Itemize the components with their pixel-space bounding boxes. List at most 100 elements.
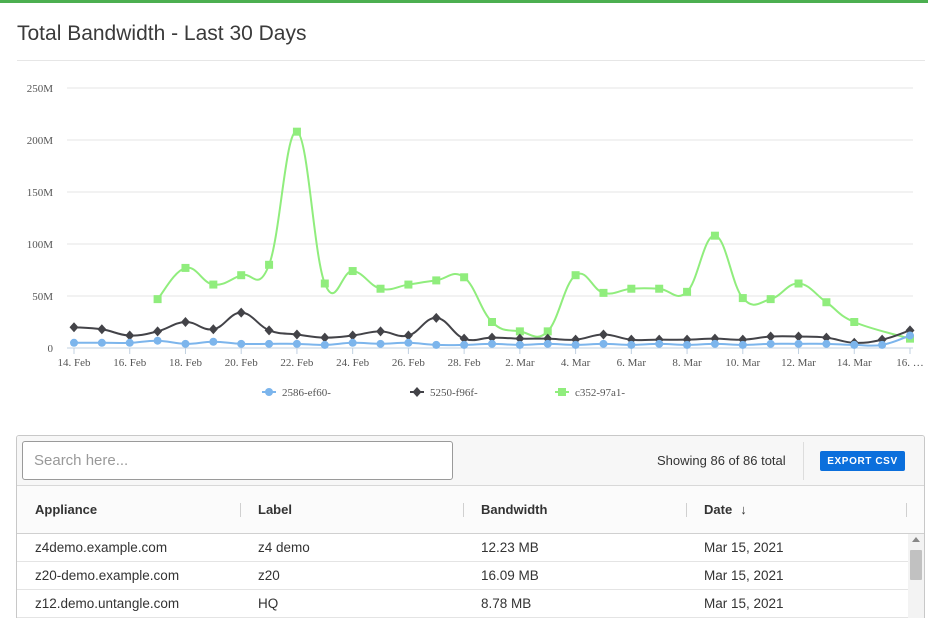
data-point-circle (488, 339, 496, 348)
data-point-square (292, 127, 301, 136)
cell-bandwidth: 8.78 MB (481, 596, 532, 611)
data-point-circle (683, 340, 692, 349)
x-tick-label: 16. … (896, 357, 924, 369)
export-csv-button[interactable]: EXPORT CSV (820, 451, 905, 471)
title-divider (17, 60, 925, 61)
table-row[interactable]: z20-demo.example.com z20 16.09 MB Mar 15… (17, 562, 908, 590)
data-point-circle (404, 338, 413, 347)
legend-marker-icon (412, 387, 422, 397)
data-point-circle (97, 338, 106, 347)
table-toolbar: Showing 86 of 86 total EXPORT CSV (17, 436, 924, 486)
data-point-square (683, 287, 692, 296)
scroll-up-arrow-icon[interactable] (912, 537, 920, 542)
cell-bandwidth: 16.09 MB (481, 568, 539, 583)
bandwidth-table-panel: Showing 86 of 86 total EXPORT CSV Applia… (16, 435, 925, 618)
data-point-square (738, 294, 747, 303)
cell-label: z4 demo (258, 540, 310, 555)
column-header-date[interactable]: Date ↓ (704, 502, 747, 517)
cell-date: Mar 15, 2021 (704, 540, 784, 555)
legend-item[interactable]: c352-97a1- (555, 387, 625, 399)
data-point-circle (710, 339, 719, 348)
data-point-diamond (766, 331, 776, 342)
data-point-square (599, 288, 608, 297)
data-point-circle (738, 340, 747, 349)
data-point-diamond (403, 330, 413, 341)
data-point-square (488, 318, 496, 326)
data-point-circle (125, 338, 134, 347)
data-point-circle (906, 331, 914, 340)
x-tick-label: 24. Feb (336, 357, 370, 369)
data-point-circle (348, 338, 357, 347)
x-tick-label: 14. Mar (837, 357, 872, 369)
showing-count: Showing 86 of 86 total (657, 453, 786, 468)
column-header-bandwidth[interactable]: Bandwidth (481, 502, 547, 517)
data-point-diamond (376, 326, 386, 337)
y-tick-label: 0 (48, 343, 54, 355)
cell-bandwidth: 12.23 MB (481, 540, 539, 555)
legend-item[interactable]: 2586-ef60- (262, 387, 331, 399)
toolbar-divider (803, 442, 804, 480)
x-tick-label: 12. Mar (781, 357, 816, 369)
data-point-circle (515, 340, 524, 349)
column-header-label-col[interactable]: Label (258, 502, 292, 517)
x-tick-label: 8. Mar (672, 357, 702, 369)
column-divider[interactable] (906, 503, 907, 517)
x-tick-label: 4. Mar (561, 357, 591, 369)
column-divider[interactable] (463, 503, 464, 517)
data-point-circle (181, 339, 190, 348)
data-point-circle (376, 339, 385, 348)
data-point-circle (432, 340, 441, 349)
sort-descending-icon: ↓ (740, 502, 747, 517)
data-point-square (237, 271, 246, 280)
data-point-circle (794, 339, 803, 348)
table-row[interactable]: z12.demo.untangle.com HQ 8.78 MB Mar 15,… (17, 590, 908, 618)
page-title: Total Bandwidth - Last 30 Days (17, 22, 307, 45)
legend-item[interactable]: 5250-f96f- (410, 387, 478, 399)
column-divider[interactable] (240, 503, 241, 517)
data-point-circle (627, 340, 636, 349)
bandwidth-chart: 0 50M 100M 150M 200M 250M 14. Feb 16. Feb 18. Fe… (27, 83, 924, 399)
data-point-diamond (515, 333, 525, 344)
data-point-square (627, 284, 636, 293)
scroll-thumb[interactable] (910, 550, 922, 580)
x-tick-label: 16. Feb (113, 357, 147, 369)
legend-label: c352-97a1- (575, 387, 625, 399)
data-point-diamond (431, 312, 441, 323)
data-point-square (348, 267, 357, 276)
data-point-circle (850, 340, 859, 349)
data-point-diamond (180, 317, 190, 327)
data-point-diamond (292, 329, 302, 340)
data-point-square (460, 273, 469, 282)
data-point-diamond (125, 330, 135, 341)
data-point-circle (766, 339, 775, 348)
search-input[interactable] (22, 441, 453, 480)
data-point-circle (153, 336, 162, 345)
data-point-circle (320, 340, 329, 349)
y-tick-label: 100M (27, 239, 54, 251)
cell-appliance: z12.demo.untangle.com (35, 596, 180, 611)
legend-marker-icon (265, 388, 273, 396)
top-accent-bar (0, 0, 928, 3)
data-point-circle (822, 339, 831, 348)
table-scrollbar[interactable] (908, 534, 924, 618)
table-row[interactable]: z4demo.example.com z4 demo 12.23 MB Mar … (17, 534, 908, 562)
data-point-diamond (208, 324, 218, 335)
x-tick-label: 2. Mar (505, 357, 535, 369)
data-point-circle (878, 340, 887, 349)
data-point-circle (543, 339, 552, 348)
table-body: z4demo.example.com z4 demo 12.23 MB Mar … (17, 534, 908, 618)
column-divider[interactable] (686, 503, 687, 517)
x-tick-label: 6. Mar (617, 357, 647, 369)
x-tick-label: 18. Feb (169, 357, 203, 369)
column-header-label: Appliance (35, 502, 98, 517)
column-header-appliance[interactable]: Appliance (35, 502, 97, 517)
y-tick-label: 200M (27, 135, 54, 147)
data-point-square (404, 280, 413, 289)
data-point-circle (292, 339, 301, 348)
column-header-label: Bandwidth (481, 502, 548, 517)
data-point-diamond (459, 333, 469, 344)
data-point-square (376, 284, 385, 293)
legend-label: 2586-ef60- (282, 387, 331, 399)
data-point-circle (209, 337, 218, 346)
y-tick-label: 150M (27, 187, 54, 199)
